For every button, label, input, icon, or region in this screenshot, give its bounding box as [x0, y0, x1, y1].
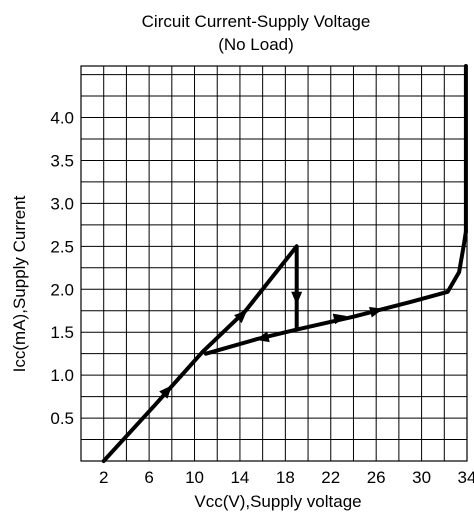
- y-tick-label: 3.5: [50, 151, 74, 170]
- x-tick-label: 14: [230, 468, 249, 487]
- direction-arrow: [291, 291, 303, 305]
- y-tick-label: 1.0: [50, 366, 74, 385]
- x-tick-label: 34: [458, 468, 474, 487]
- x-tick-label: 18: [276, 468, 295, 487]
- direction-arrow: [255, 331, 270, 343]
- y-axis-label: Icc(mA),Supply Current: [10, 195, 29, 372]
- y-tick-label: 0.5: [50, 409, 74, 428]
- y-tick-label: 1.5: [50, 323, 74, 342]
- x-axis-label: Vcc(V),Supply voltage: [194, 492, 361, 511]
- grid: [81, 66, 467, 461]
- direction-arrow: [234, 310, 248, 324]
- x-tick-label: 2: [99, 468, 108, 487]
- x-tick-label: 22: [321, 468, 340, 487]
- x-tick-label: 26: [367, 468, 386, 487]
- x-tick-label: 6: [144, 468, 153, 487]
- x-tick-label: 30: [412, 468, 431, 487]
- chart-subtitle: (No Load): [218, 35, 294, 54]
- y-tick-label: 3.0: [50, 194, 74, 213]
- y-tick-label: 2.5: [50, 237, 74, 256]
- direction-arrow: [369, 306, 383, 318]
- y-tick-label: 4.0: [50, 109, 74, 128]
- y-tick-label: 2.0: [50, 280, 74, 299]
- plot-area: 2 6 10 14 18 22 26 30 340.51.01.52.02.53.03.54.0: [50, 64, 474, 487]
- chart-title: Circuit Current-Supply Voltage: [142, 12, 371, 31]
- series-line-2: [294, 229, 468, 332]
- plot-frame: [80, 65, 468, 462]
- direction-arrow: [332, 313, 347, 325]
- x-tick-label: 10: [185, 468, 204, 487]
- direction-arrow: [159, 385, 172, 399]
